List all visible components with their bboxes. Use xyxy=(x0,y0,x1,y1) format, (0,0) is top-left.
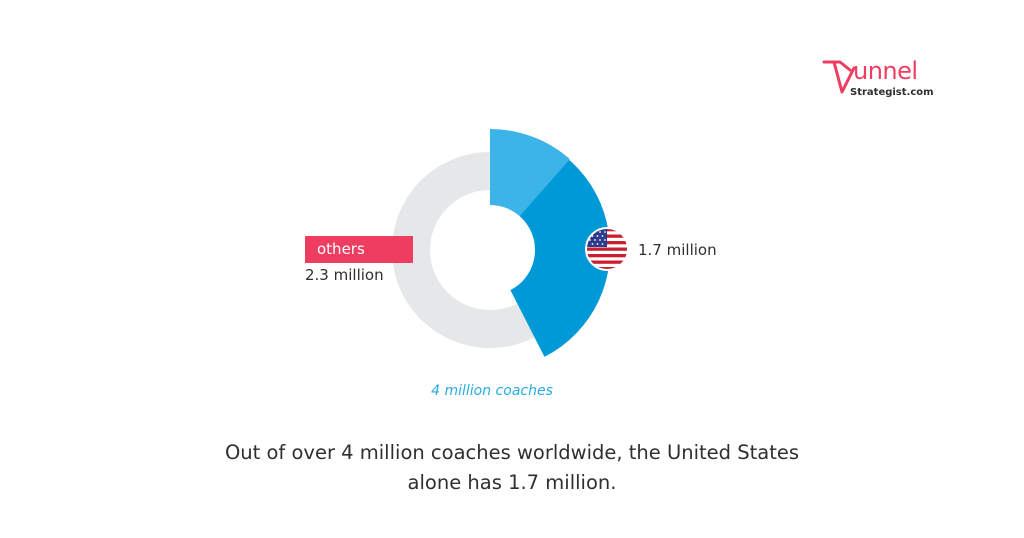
caption-line-2: alone has 1.7 million. xyxy=(407,471,617,494)
donut-hole xyxy=(445,205,535,295)
logo-domain: Strategist.com xyxy=(850,87,934,98)
us-flag-icon xyxy=(585,227,629,271)
others-value-label: 2.3 million xyxy=(305,266,384,284)
total-label: 4 million coaches xyxy=(431,383,553,399)
brand-logo: unnel Strategist.com xyxy=(820,57,960,110)
others-label: others xyxy=(305,236,413,263)
caption-line-1: Out of over 4 million coaches worldwide,… xyxy=(224,441,800,464)
logo-wordmark: unnel xyxy=(853,57,918,85)
others-slice xyxy=(392,152,535,348)
us-value-label: 1.7 million xyxy=(638,241,717,259)
donut-slices xyxy=(392,129,611,357)
funnel-mark-icon xyxy=(822,60,856,94)
caption: Out of over 4 million coaches worldwide,… xyxy=(112,438,912,498)
